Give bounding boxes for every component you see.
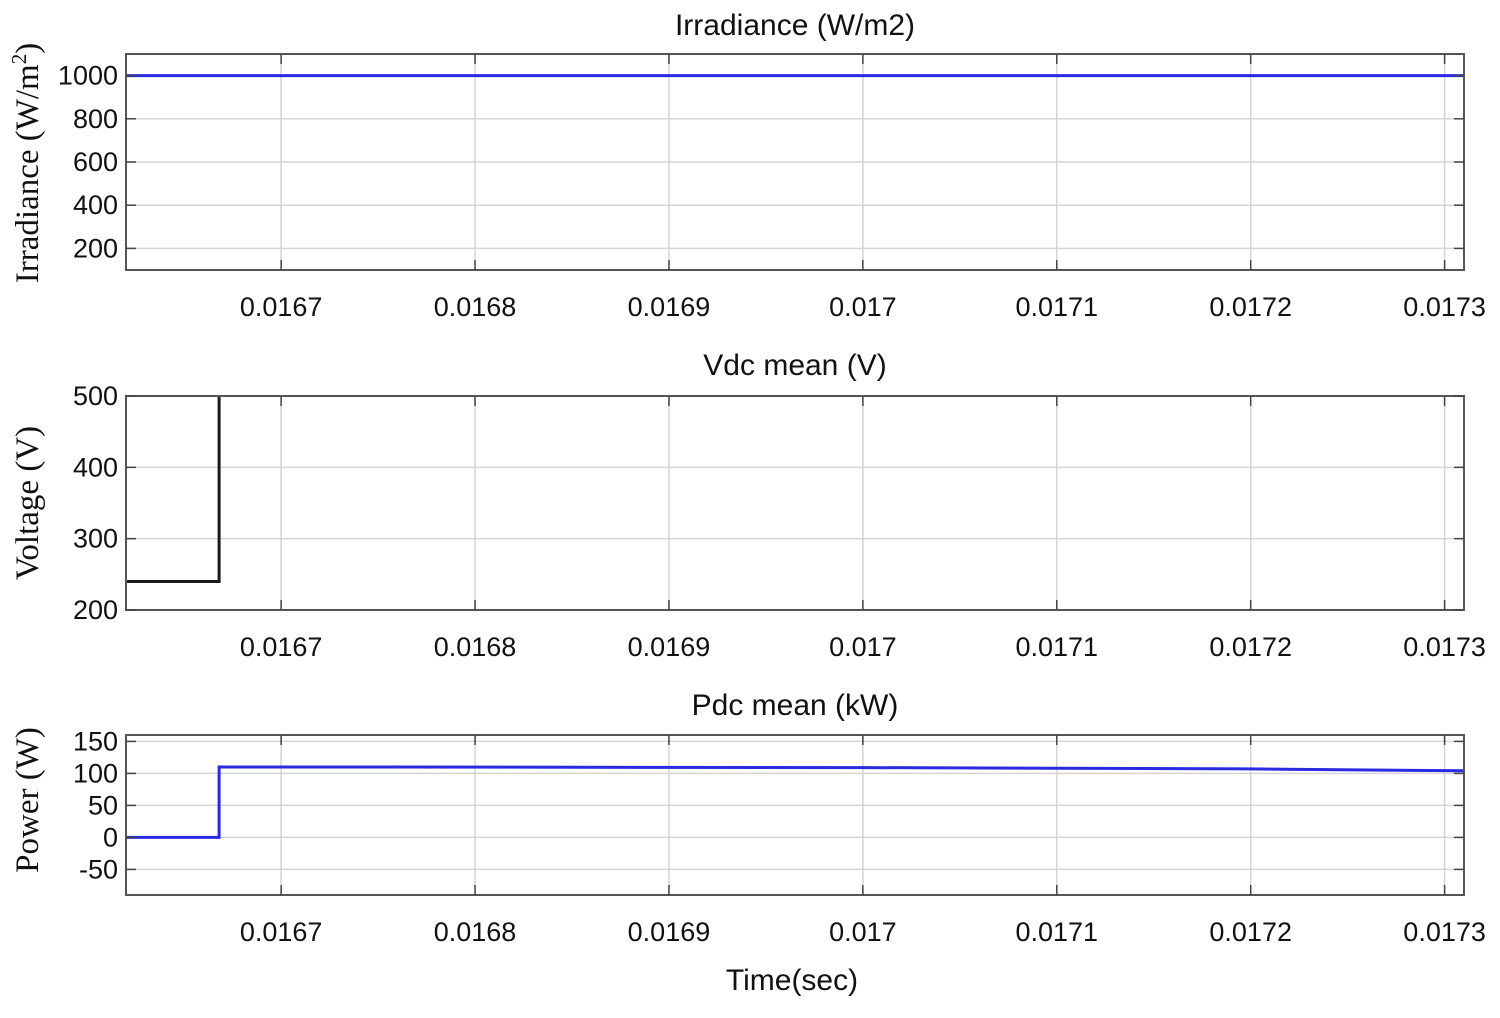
irradiance-xtick-label: 0.0173: [1403, 292, 1486, 322]
power-grid: [126, 735, 1464, 895]
power-xtick-label: 0.0171: [1015, 917, 1098, 947]
power-xtick-label: 0.0172: [1209, 917, 1292, 947]
power-xtick-label: 0.0169: [628, 917, 711, 947]
irradiance-xtick-label: 0.0168: [434, 292, 517, 322]
irradiance-xtick-label: 0.0169: [628, 292, 711, 322]
irradiance-title: Irradiance (W/m2): [675, 9, 915, 42]
irradiance-grid: [126, 54, 1464, 270]
power-plot-frame: [125, 734, 1465, 896]
irradiance-ticks: 0.0167 0.0168 0.0169 0.017 0.0171 0.0172 0.017…: [58, 54, 1486, 322]
voltage-ytick-label: 200: [73, 595, 118, 625]
voltage-plot-frame: [125, 395, 1465, 611]
irradiance-ytick-label: 600: [73, 147, 118, 177]
voltage-xtick-label: 0.0173: [1403, 632, 1486, 662]
irradiance-ytick-label: 200: [73, 233, 118, 263]
power-ylabel: Power (W): [10, 727, 46, 873]
voltage-xtick-label: 0.0168: [434, 632, 517, 662]
voltage-xtick-label: 0.0172: [1209, 632, 1292, 662]
voltage-ytick-label: 300: [73, 524, 118, 554]
voltage-xtick-label: 0.0171: [1015, 632, 1098, 662]
irradiance-panel: Irradiance (W/m2) Irradiance (W/m2) 0.01…: [7, 9, 1486, 322]
power-xtick-label: 0.0167: [240, 917, 323, 947]
power-panel: Pdc mean (kW) Power (W) 0.0167 0.0168 0.01…: [10, 689, 1486, 997]
irradiance-xtick-label: 0.0172: [1209, 292, 1292, 322]
power-series-line: [126, 765, 1465, 839]
irradiance-xtick-label: 0.0171: [1015, 292, 1098, 322]
power-xtick-label: 0.0173: [1403, 917, 1486, 947]
irradiance-ylabel: Irradiance (W/m2): [7, 43, 46, 283]
power-xtick-label: 0.0168: [434, 917, 517, 947]
voltage-ytick-label: 400: [73, 452, 118, 482]
voltage-panel: Vdc mean (V) Voltage (V) 0.0167 0.0168 0.0…: [10, 349, 1486, 662]
power-ticks: 0.0167 0.0168 0.0169 0.017 0.0171 0.0172 0.017…: [73, 726, 1486, 947]
power-xtick-label: 0.017: [829, 917, 897, 947]
power-ytick-label: 50: [88, 790, 118, 820]
irradiance-ytick-label: 1000: [58, 61, 118, 91]
irradiance-xtick-label: 0.0167: [240, 292, 323, 322]
voltage-series: [126, 396, 221, 583]
voltage-ylabel: Voltage (V): [10, 426, 46, 580]
voltage-xtick-label: 0.0169: [628, 632, 711, 662]
voltage-series-line: [126, 396, 221, 583]
power-ytick-label: 0: [103, 822, 118, 852]
power-ytick-label: 100: [73, 758, 118, 788]
irradiance-xtick-label: 0.017: [829, 292, 897, 322]
voltage-ticks: 0.0167 0.0168 0.0169 0.017 0.0171 0.0172 0.017…: [73, 381, 1486, 662]
irradiance-ytick-label: 800: [73, 104, 118, 134]
power-ytick-label: -50: [79, 854, 118, 884]
time-xlabel: Time(sec): [726, 964, 858, 997]
voltage-ytick-label: 500: [73, 381, 118, 411]
irradiance-ytick-label: 400: [73, 190, 118, 220]
power-series: [126, 765, 1465, 839]
voltage-xtick-label: 0.0167: [240, 632, 323, 662]
power-ytick-label: 150: [73, 726, 118, 756]
power-title: Pdc mean (kW): [692, 689, 899, 722]
voltage-xtick-label: 0.017: [829, 632, 897, 662]
voltage-grid: [126, 395, 1464, 611]
voltage-title: Vdc mean (V): [703, 349, 886, 382]
